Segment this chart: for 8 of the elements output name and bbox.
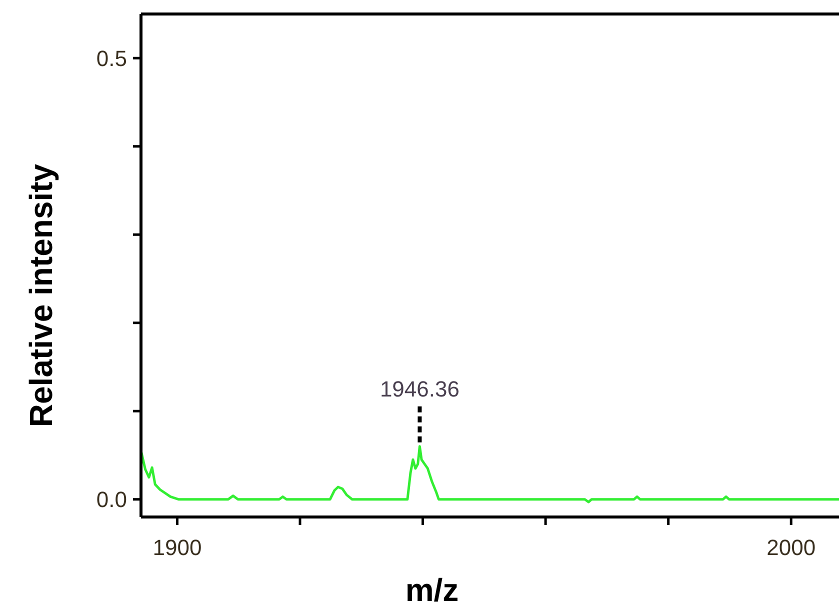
y-axis-title: Relative intensity [23, 164, 59, 428]
x-axis-title: m/z [405, 572, 459, 605]
x-tick-label: 1900 [152, 535, 202, 560]
y-tick-label: 0.0 [96, 487, 127, 512]
annotation: 1946.36 [380, 376, 460, 402]
line-series [140, 445, 839, 504]
x-tick-label: 2000 [766, 535, 816, 560]
y-tick-label: 0.5 [96, 46, 127, 71]
